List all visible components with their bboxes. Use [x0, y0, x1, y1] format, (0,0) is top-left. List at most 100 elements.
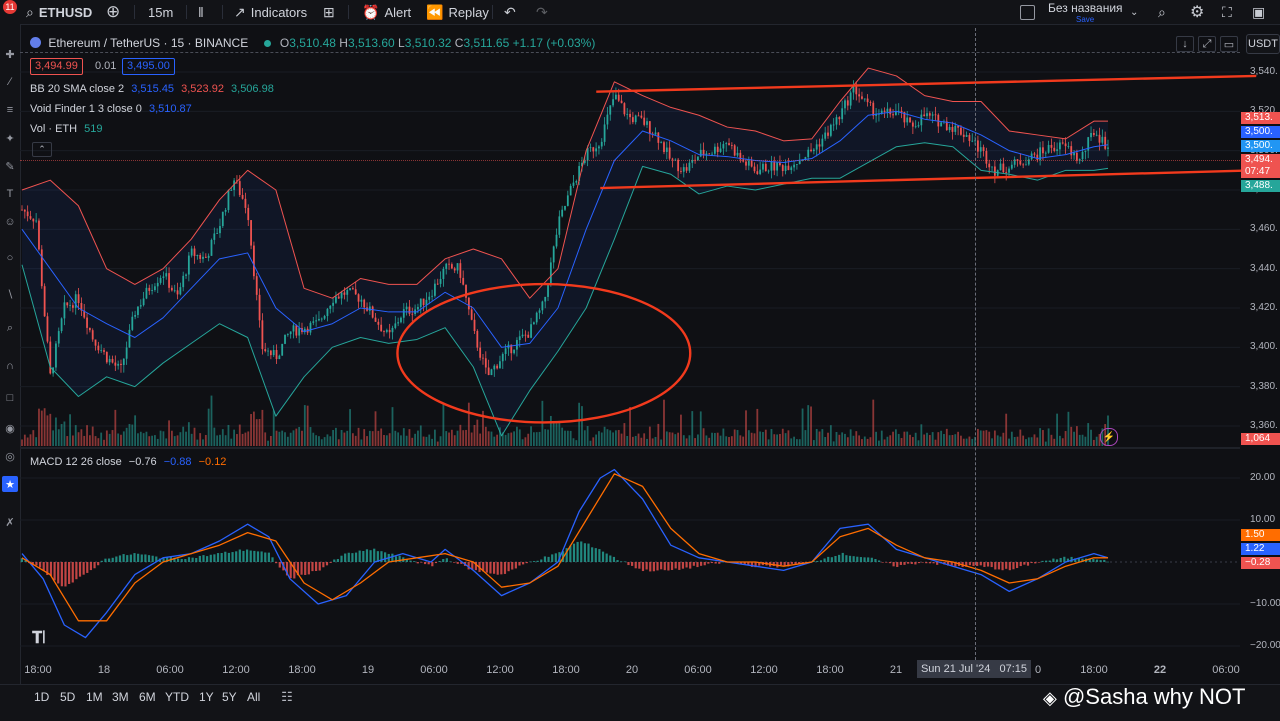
layout-dropdown[interactable]: ⌄ [1130, 0, 1143, 24]
collapse-legend-button[interactable]: ⌃ [32, 142, 52, 157]
trendline-tool-icon[interactable]: ∕ [9, 76, 11, 88]
vol-label: Vol · ETH [30, 123, 78, 135]
settings-button[interactable]: ⚙ [1190, 0, 1209, 24]
candle-body [213, 233, 216, 240]
crosshair-tool-icon[interactable]: ✚ [5, 48, 15, 61]
lightning-icon[interactable]: ⚡ [1100, 428, 1118, 446]
chart-title[interactable]: Ethereum / TetherUS · 15 · BINANCE [48, 36, 249, 50]
quick-search-button[interactable]: ⌕ [1158, 0, 1171, 24]
symbol-search[interactable]: ⌕ ETHUSD [26, 0, 92, 24]
scroll-down-button[interactable]: ↓ [1176, 36, 1194, 52]
range-button-1m[interactable]: 1M [86, 690, 103, 704]
brush-tool-icon[interactable]: ✎ [5, 160, 15, 173]
candle-body [253, 245, 255, 277]
volume-legend[interactable]: Vol · ETH 519 [30, 123, 103, 135]
candle-body [1107, 147, 1109, 149]
range-button-all[interactable]: All [247, 690, 261, 704]
currency-selector[interactable]: USDT [1246, 34, 1280, 54]
macd-hist-bar [518, 562, 521, 566]
icons-tool-icon[interactable]: ☺ [4, 216, 16, 228]
candle-body [196, 255, 199, 257]
pattern-tool-icon[interactable]: ✦ [5, 132, 15, 145]
zoom-icon[interactable]: ⌕ [6, 321, 14, 334]
fib-tool-icon[interactable]: ≡ [6, 104, 14, 116]
buy-button[interactable]: 3,495.00 [122, 58, 175, 75]
macd-legend[interactable]: MACD 12 26 close −0.76 −0.88 −0.12 [30, 456, 226, 468]
snapshot-button[interactable]: ▣ [1252, 0, 1270, 24]
replay-button[interactable]: ⏪ Replay [426, 0, 489, 24]
volume-bar [388, 433, 391, 446]
macd-hist-bar [623, 561, 626, 563]
candle-body [762, 163, 764, 170]
eye-icon[interactable]: ◎ [5, 450, 15, 463]
volume-bar [770, 429, 773, 446]
volume-bar [349, 409, 351, 446]
volume-bar [122, 431, 125, 446]
candle-body [35, 220, 38, 222]
compare-button[interactable]: ⊕ [106, 0, 125, 24]
fullscreen-button[interactable]: ⛶ [1222, 0, 1237, 24]
indicators-button[interactable]: ↗ Indicators [234, 0, 307, 24]
trash-icon[interactable]: ✗ [5, 516, 15, 529]
lock-icon[interactable]: □ [6, 392, 14, 404]
alert-button[interactable]: ⏰ Alert [362, 0, 411, 24]
templates-button[interactable]: ⊞ [323, 0, 340, 24]
candle-body [55, 343, 57, 368]
restore-pane-button[interactable]: ▭ [1220, 36, 1238, 52]
vf-value: 3,510.87 [148, 103, 192, 115]
volume-bar [702, 428, 705, 446]
candle-body [450, 264, 453, 269]
macd-line-value: −0.88 [163, 456, 192, 468]
range-button-1d[interactable]: 1D [34, 690, 50, 704]
user-drawings[interactable] [396, 74, 1257, 424]
redo-button[interactable]: ↷ [536, 0, 553, 24]
sell-button[interactable]: 3,494.99 [30, 58, 83, 75]
pane-separator[interactable] [20, 447, 1240, 449]
volume-bar [829, 425, 832, 446]
ruler-icon[interactable]: ∖ [6, 288, 14, 301]
interval-button[interactable]: 15m [148, 4, 174, 20]
macd-hist-bar [1012, 562, 1015, 570]
notification-badge[interactable]: 11 [3, 0, 17, 14]
magnet-icon[interactable]: ∩ [6, 360, 14, 372]
range-button-6m[interactable]: 6M [139, 690, 156, 704]
candle-body [74, 294, 77, 308]
volume-bar [507, 433, 510, 446]
volume-bar [323, 437, 326, 446]
measure-tool-icon[interactable]: ○ [6, 252, 14, 264]
macd-hist-bar [224, 551, 227, 562]
bb-legend[interactable]: BB 20 SMA close 2 3,515.45 3,523.92 3,50… [30, 83, 274, 95]
date-range-button[interactable]: ☷ [277, 688, 297, 706]
chart-type-button[interactable]: ‖ [198, 0, 209, 24]
candle-body [564, 205, 566, 210]
candle-body [699, 149, 702, 157]
range-button-5y[interactable]: 5Y [222, 690, 237, 704]
macd-hist-bar [1092, 559, 1095, 562]
range-button-5d[interactable]: 5D [60, 690, 76, 704]
visibility-icon[interactable]: ◉ [5, 422, 15, 435]
candle-body [544, 296, 547, 302]
volume-bar [247, 431, 250, 446]
candle-body [91, 330, 94, 340]
watchlist-icon[interactable]: ★ [2, 476, 18, 492]
text-tool-icon[interactable]: T [6, 188, 14, 200]
range-button-3m[interactable]: 3M [112, 690, 129, 704]
layout-name[interactable]: Без названия Save [1048, 1, 1138, 24]
void-finder-legend[interactable]: Void Finder 1 3 close 0 3,510.87 [30, 103, 192, 115]
candle-body [137, 306, 139, 315]
maximize-pane-button[interactable]: ⤢ [1198, 36, 1216, 52]
change-value: +1.17 (+0.03%) [512, 36, 596, 50]
range-button-1y[interactable]: 1Y [199, 690, 214, 704]
candle-body [824, 132, 827, 139]
candle-body [620, 100, 623, 104]
range-button-ytd[interactable]: YTD [165, 690, 189, 704]
macd-hist-bar [1066, 558, 1070, 562]
candle-body [993, 166, 996, 176]
undo-button[interactable]: ↶ [504, 0, 521, 24]
volume-bar [903, 431, 906, 446]
macd-hist-bar [514, 562, 517, 569]
macd-hist-bar [910, 562, 913, 565]
layout-checkbox[interactable] [1020, 0, 1035, 24]
macd-hist-bar [162, 558, 165, 562]
